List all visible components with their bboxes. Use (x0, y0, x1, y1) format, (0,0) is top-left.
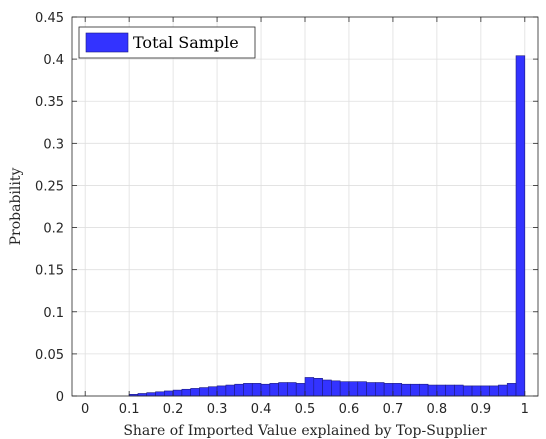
y-tick-label: 0 (56, 390, 64, 405)
legend-swatch (85, 32, 129, 53)
y-tick-label: 0.15 (35, 264, 64, 279)
histogram-bar (454, 384, 464, 397)
histogram-bar (506, 383, 517, 397)
legend-label: Total Sample (133, 33, 239, 52)
y-axis-label: Probability (8, 168, 24, 246)
x-tick-label: 0.1 (119, 402, 140, 417)
histogram-bar (401, 383, 411, 397)
histogram-bar (269, 383, 279, 397)
y-tick-label: 0.2 (43, 222, 64, 237)
bars (128, 55, 526, 397)
y-tick-label: 0.4 (43, 53, 64, 68)
x-tick-label: 0.4 (251, 402, 272, 417)
x-tick-label: 0 (81, 402, 89, 417)
histogram-bar (498, 384, 508, 397)
legend: Total Sample (78, 26, 256, 59)
histogram-bar (419, 383, 429, 397)
x-tick-labels: 0 0.1 0.2 0.3 0.4 0.5 0.6 0.7 0.8 0.9 1 (81, 402, 529, 417)
histogram-bar (480, 385, 490, 397)
histogram-bar (462, 385, 473, 397)
histogram-bar (251, 383, 262, 397)
x-tick-label: 0.8 (427, 402, 448, 417)
histogram-bar (216, 385, 227, 397)
histogram-bar (392, 383, 403, 397)
histogram-bar (155, 391, 165, 397)
histogram-bar (410, 383, 420, 397)
histogram-bar (146, 392, 156, 397)
y-tick-label: 0.1 (43, 306, 64, 321)
histogram-bar (181, 388, 191, 397)
histogram-bar (225, 384, 235, 397)
y-tick-labels: 0 0.05 0.1 0.15 0.2 0.25 0.3 0.35 0.4 0.45 (35, 11, 64, 405)
histogram-bar (207, 386, 218, 397)
histogram-bar (234, 383, 244, 397)
histogram-bar (357, 381, 367, 397)
histogram-bar (339, 381, 350, 397)
histogram-bar (489, 385, 499, 397)
histogram-bar (427, 384, 438, 397)
x-tick-label: 0.6 (339, 402, 360, 417)
y-tick-label: 0.05 (35, 348, 64, 363)
x-axis-label: Share of Imported Value explained by Top… (123, 423, 487, 439)
x-tick-label: 1 (521, 402, 529, 417)
histogram-bar (164, 390, 174, 397)
y-tick-label: 0.25 (35, 179, 64, 194)
histogram-bar (313, 378, 323, 397)
histogram-bar (383, 383, 394, 397)
histogram-bar (172, 389, 183, 397)
histogram-bar (260, 383, 271, 397)
histogram-bar (445, 384, 455, 397)
histogram-bar (199, 387, 209, 397)
histogram-bar (243, 383, 253, 397)
x-tick-label: 0.3 (207, 402, 228, 417)
histogram-bar (190, 388, 200, 397)
histogram-bar (366, 382, 376, 397)
ticks (72, 16, 538, 397)
x-tick-label: 0.9 (471, 402, 492, 417)
y-tick-label: 0.3 (43, 137, 64, 152)
histogram-bar (304, 377, 315, 397)
histogram-bar (436, 384, 446, 397)
histogram-bar (471, 385, 482, 397)
histogram-bar (322, 379, 332, 397)
legend-box (78, 26, 256, 59)
x-tick-label: 0.2 (163, 402, 184, 417)
y-tick-label: 0.35 (35, 95, 64, 110)
histogram-bar (295, 383, 306, 397)
histogram-bar (278, 382, 288, 397)
x-tick-label: 0.5 (295, 402, 316, 417)
histogram-bar (375, 382, 385, 397)
histogram-bar (348, 381, 359, 397)
x-tick-label: 0.7 (383, 402, 404, 417)
y-tick-label: 0.45 (35, 11, 64, 26)
histogram-bar (287, 382, 297, 397)
histogram-bar (515, 55, 526, 397)
histogram-bar (331, 380, 341, 397)
